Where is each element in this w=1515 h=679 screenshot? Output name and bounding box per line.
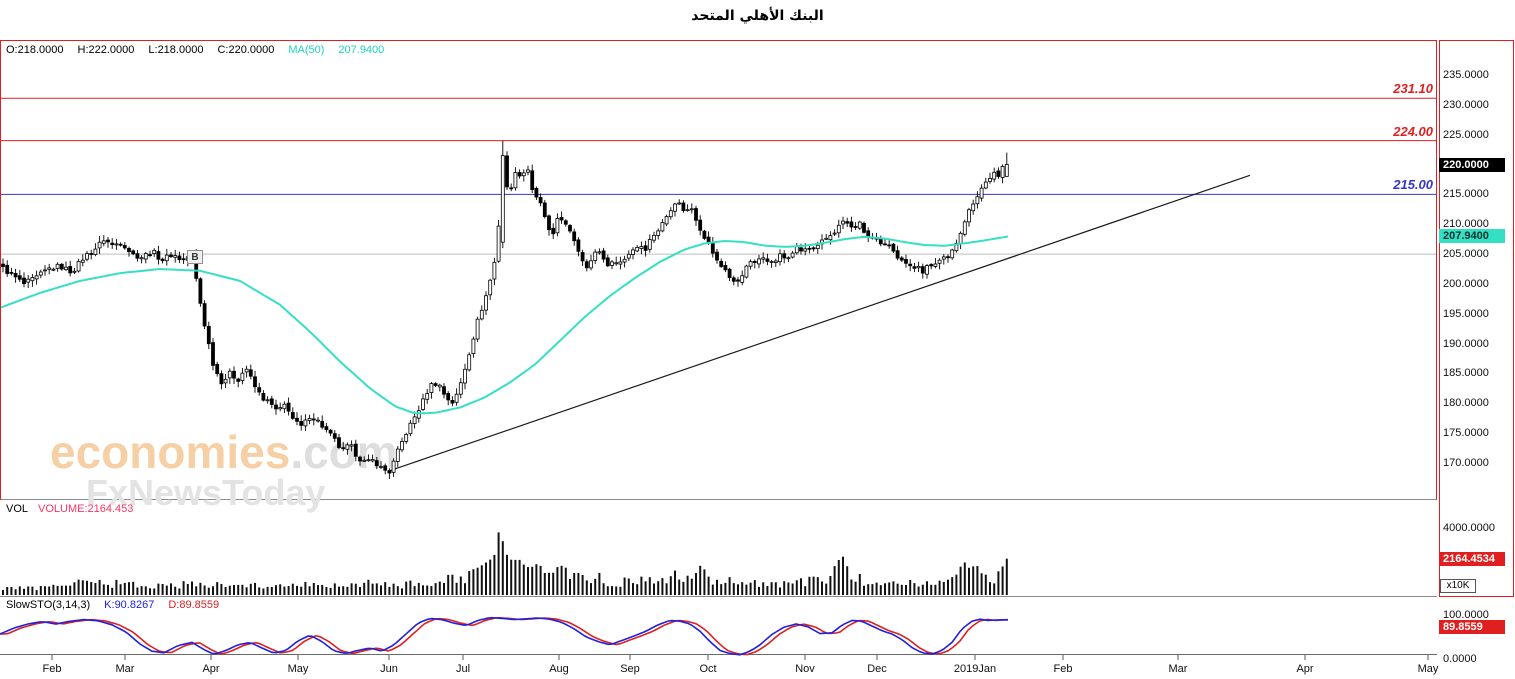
month-label: Dec [867,663,887,675]
month-label: Apr [202,663,220,675]
price-axis-strip[interactable] [1439,40,1514,597]
month-label: May [287,663,309,675]
watermark-suffix: .com [290,426,398,478]
month-label: May [1417,663,1439,675]
month-label: Feb [42,663,62,675]
month-label: Oct [699,663,717,675]
volume-panel[interactable] [0,500,1437,597]
month-label: Sep [620,663,640,675]
month-label: Aug [549,663,569,675]
month-label: 2019Jan [953,663,997,675]
stochastic-axis-top-label: 100.0000 [1443,609,1489,621]
month-label: Jul [455,663,471,675]
month-label: Mar [115,663,135,675]
stochastic-value-badge: 89.8559 [1439,620,1505,634]
month-label: Apr [1296,663,1314,675]
watermark-brand: economies [50,426,291,478]
price-panel[interactable] [0,40,1437,500]
month-label: Jun [380,663,398,675]
stochastic-axis-bottom-label: 0.0000 [1443,653,1477,665]
stochastic-panel[interactable] [0,597,1437,655]
watermark-line2: FxNewsToday [86,472,326,513]
month-label: Nov [795,663,815,675]
watermark-logo: economies.com [50,429,398,475]
month-label: Mar [1168,663,1188,675]
month-label: Feb [1053,663,1073,675]
chart-title: البنك الأهلي المتحد [691,8,824,24]
